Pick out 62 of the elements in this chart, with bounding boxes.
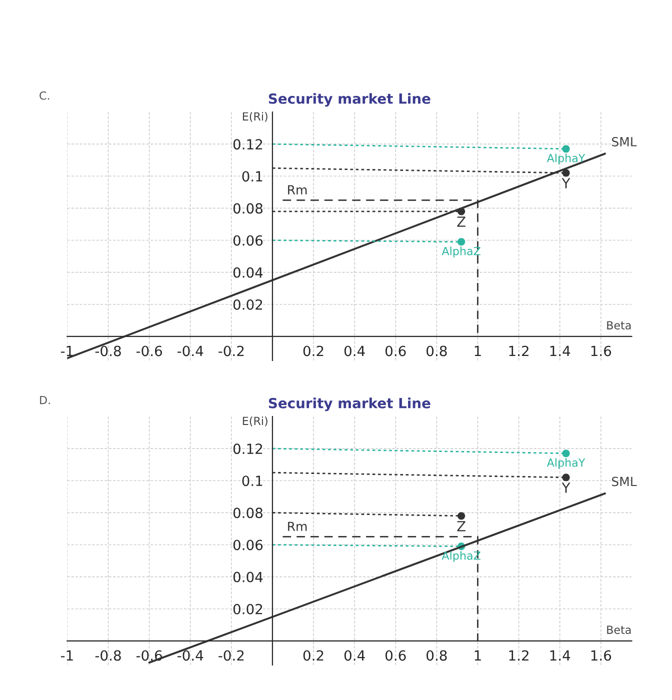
x-tick-label: -1 [60, 650, 73, 661]
text: D. [40, 396, 50, 404]
point [562, 474, 570, 482]
y-tick-label: 0.06 [233, 235, 263, 246]
x-tick-label: 1 [474, 650, 481, 661]
x-tick-label: 1.2 [509, 650, 528, 661]
y-tick-label: 0.12 [233, 139, 262, 150]
x-tick-label: -1 [60, 346, 73, 356]
text: C. [40, 91, 50, 100]
y-axis-title: E(Ri) [242, 112, 268, 122]
x-tick-label: 0.6 [385, 650, 406, 661]
x-tick-label: -0.2 [218, 650, 244, 661]
x-tick-label: -0.6 [136, 346, 162, 356]
y-tick-label: 0.04 [233, 572, 263, 582]
point [458, 512, 466, 520]
x-tick-label: 0.4 [344, 650, 365, 661]
series-label: Z [457, 521, 466, 532]
series-label: SML [612, 136, 637, 146]
x-tick-label: -0.4 [177, 346, 204, 356]
x-tick-label: 1.2 [509, 346, 528, 356]
x-tick-label: 1 [474, 346, 481, 356]
x-tick-label: -0.4 [177, 650, 204, 661]
series-label: SML [612, 476, 637, 486]
series-label: Y [562, 178, 570, 188]
series-label: AlphaZ [442, 551, 480, 562]
x-tick-label: 0.6 [385, 346, 406, 356]
series-label: Y [562, 482, 570, 493]
x-tick-label: -0.8 [95, 346, 121, 356]
y-tick-label: 0.1 [242, 476, 262, 486]
series-label: AlphaY [546, 154, 586, 164]
x-tick-label: 0.4 [344, 346, 365, 356]
point [562, 450, 570, 458]
x-tick-label: 1.6 [591, 346, 612, 356]
series-label: Rm [288, 185, 307, 194]
y-tick-label: 0.02 [233, 299, 262, 310]
point [562, 145, 570, 153]
y-tick-label: 0.08 [233, 508, 262, 518]
y-tick-label: 0.12 [233, 444, 262, 454]
x-tick-label: 1.4 [550, 346, 570, 356]
x-tick-label: 0.2 [303, 346, 324, 356]
x-axis-title: Beta [607, 321, 631, 330]
point [458, 238, 466, 246]
x-tick-label: 0.8 [426, 650, 447, 661]
series-label: AlphaY [546, 458, 586, 469]
x-tick-label: 1.6 [591, 650, 612, 661]
series-label: AlphaZ [442, 246, 480, 258]
y-axis-title: E(Ri) [242, 416, 268, 426]
x-tick-label: 1.4 [550, 650, 570, 661]
y-tick-label: 0.02 [233, 604, 262, 614]
y-tick-label: 0.08 [233, 203, 262, 214]
y-tick-label: 0.1 [242, 171, 262, 182]
x-tick-label: -0.8 [95, 650, 121, 661]
x-tick-label: 0.8 [426, 346, 447, 356]
x-tick-label: 0.2 [303, 650, 324, 661]
x-axis-title: Beta [607, 626, 631, 634]
series-label: Z [457, 216, 466, 227]
series-label: Rm [288, 522, 307, 531]
x-tick-label: -0.2 [218, 346, 244, 356]
y-tick-label: 0.06 [233, 540, 263, 550]
chart-title: Security market Line [268, 93, 430, 107]
chart-title: Security market Line [268, 398, 430, 412]
y-tick-label: 0.04 [233, 267, 263, 278]
